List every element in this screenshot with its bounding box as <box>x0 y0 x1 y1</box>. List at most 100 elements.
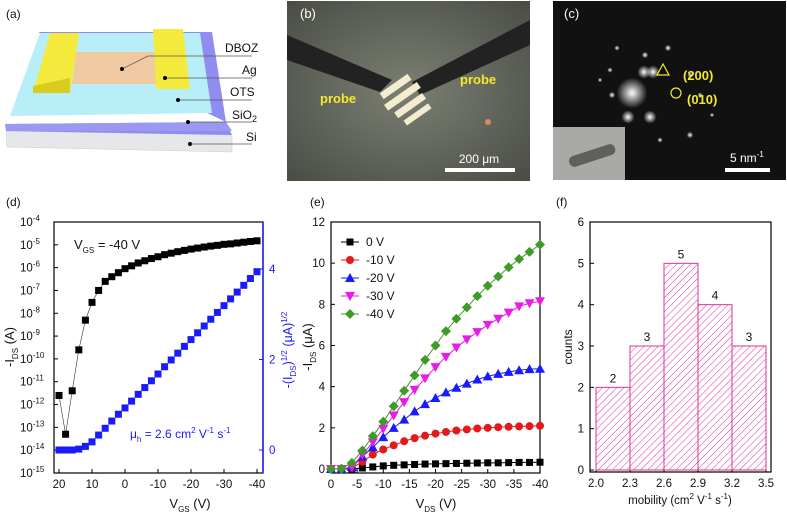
bar-value-label: 3 <box>746 330 753 344</box>
y-tick-label: 2 <box>319 423 325 435</box>
data-point <box>410 434 419 443</box>
data-point-ids-log <box>154 253 162 261</box>
data-point-sqrt-ids <box>128 397 136 405</box>
histogram-bar <box>595 386 631 471</box>
ag-electrode-right <box>153 29 190 89</box>
data-point <box>378 416 389 427</box>
panel-label-d: (d) <box>6 195 21 209</box>
data-point <box>432 460 439 468</box>
data-point-ids-log <box>55 391 63 399</box>
legend-label: -10 V <box>366 253 395 267</box>
data-point <box>409 370 420 381</box>
data-point-ids-log <box>161 251 169 259</box>
data-point <box>451 343 462 353</box>
data-point <box>524 299 535 309</box>
diffraction-spot <box>597 77 603 83</box>
data-point-sqrt-ids <box>134 390 142 398</box>
y-tick-label: 0 <box>319 464 325 476</box>
y-tick-label: 10-8 <box>20 305 40 320</box>
data-point <box>420 374 431 384</box>
label-dboz: DBOZ <box>225 41 258 55</box>
data-point-ids-log <box>75 346 83 354</box>
x-tick-label: 10 <box>86 479 99 491</box>
x-tick-label: 2.0 <box>588 478 604 490</box>
y-tick-label: 0 <box>578 465 584 477</box>
bar-value-label: 2 <box>610 371 617 385</box>
histogram-bar <box>697 304 733 471</box>
data-point <box>442 460 450 468</box>
y-tick-label: 10-9 <box>20 328 40 343</box>
diffraction-pattern: (c) (200) (010) 5 nm-1 <box>553 1 786 180</box>
data-point-sqrt-ids <box>154 370 162 378</box>
legend-label: -20 V <box>366 271 395 285</box>
x-tick-label: 3.5 <box>758 478 774 490</box>
output-curve-chart: 0 2 4 6 8 10 12 0 -5 -10 -15 -20 -25 -30 -35 -40 0 V -10 … <box>300 217 548 513</box>
data-point <box>368 450 377 459</box>
data-point <box>440 326 451 337</box>
histogram-bar <box>663 262 699 471</box>
x-tick-label: -40 <box>532 479 549 491</box>
data-point <box>503 366 514 376</box>
x-tick-label: -5 <box>352 479 362 491</box>
y-tick-label: 10-5 <box>20 237 40 252</box>
x-tick-label: -25 <box>453 479 470 491</box>
diffraction-spot <box>616 77 648 109</box>
data-point-sqrt-ids <box>187 336 195 344</box>
diffraction-spot <box>686 131 694 139</box>
data-point-sqrt-ids <box>194 329 202 337</box>
data-point-sqrt-ids <box>75 445 83 453</box>
series-line <box>331 300 541 470</box>
data-point <box>483 423 492 432</box>
legend-marker <box>346 238 354 246</box>
data-point-sqrt-ids <box>174 349 182 357</box>
data-point-sqrt-ids <box>233 288 241 296</box>
data-point <box>336 463 347 474</box>
x-tick-label: -35 <box>506 479 523 491</box>
data-point <box>430 363 441 373</box>
data-point-ids-log <box>246 237 254 245</box>
data-point <box>494 459 502 467</box>
data-point <box>409 406 420 416</box>
data-point-sqrt-ids <box>207 315 215 323</box>
legend-label: 0 V <box>366 235 384 249</box>
data-point <box>430 392 441 402</box>
optical-micrograph: (b) probe probe 200 μm <box>287 1 530 181</box>
data-point-ids-log <box>233 239 241 247</box>
panel-label-a: (a) <box>6 7 21 21</box>
data-point-ids-log <box>101 277 109 285</box>
data-point <box>536 458 544 466</box>
spot-label-200: (200) <box>683 68 713 83</box>
y-tick-label: 8 <box>319 299 325 311</box>
data-point <box>409 385 420 395</box>
tem-crystal <box>568 144 616 167</box>
data-point <box>462 425 471 434</box>
diffraction-spot <box>709 112 715 118</box>
data-point-ids-log <box>108 273 116 281</box>
y-tick-label: 10-6 <box>20 260 40 275</box>
data-point-ids-log <box>200 243 208 251</box>
data-point-sqrt-ids <box>55 446 63 454</box>
device-schematic: (a) DBOZ Ag OTS SiO2 Si <box>5 7 258 153</box>
data-point <box>515 422 524 431</box>
diffraction-spot <box>643 110 657 124</box>
scale-bar-c <box>725 168 770 172</box>
data-point <box>452 459 460 467</box>
data-point <box>503 262 514 273</box>
data-point <box>430 340 441 351</box>
data-point <box>482 320 493 330</box>
data-point <box>431 429 440 438</box>
y-tick-label: 6 <box>319 341 325 353</box>
data-point <box>493 271 504 282</box>
data-point <box>525 422 534 431</box>
data-point-ids-log <box>68 387 76 395</box>
y-axis-label: counts <box>561 329 575 364</box>
panel-label-c: (c) <box>564 6 579 21</box>
data-point <box>358 464 366 472</box>
scale-bar-label-c: 5 nm-1 <box>730 150 764 165</box>
data-point <box>440 352 451 362</box>
data-point <box>484 459 492 467</box>
data-point-sqrt-ids <box>213 308 221 316</box>
data-point-sqrt-ids <box>240 281 248 289</box>
data-point <box>421 460 429 468</box>
probe-right-tip <box>412 20 530 95</box>
